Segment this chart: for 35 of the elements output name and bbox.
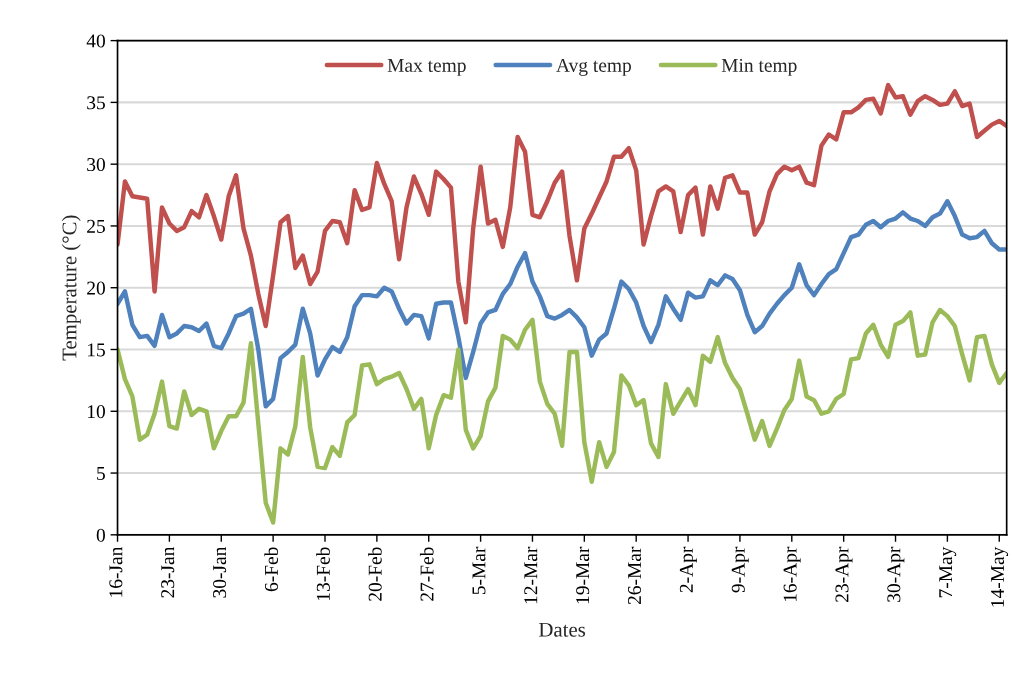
- x-tick-label: 5-Mar: [472, 546, 486, 595]
- line-series: [117, 82, 1007, 329]
- x-tick-label: 30-Apr: [887, 546, 905, 602]
- x-tick-label: 23-Jan: [161, 546, 175, 598]
- y-tick-label: 30: [87, 157, 105, 172]
- x-tick-label: 12-Mar: [524, 546, 538, 604]
- y-tick-label: 20: [87, 281, 105, 295]
- x-axis-title: Dates: [538, 622, 586, 637]
- legend-label: Max temp: [387, 59, 466, 76]
- y-axis-title: Temperature (°C): [61, 215, 81, 361]
- x-tick-label: 20-Feb: [368, 547, 382, 601]
- y-tick-label: 25: [87, 219, 105, 233]
- legend-label: Min temp: [721, 58, 797, 76]
- y-tick-label: 10: [87, 405, 105, 419]
- x-tick-label: 2-Apr: [679, 546, 697, 593]
- y-tick-label: 40: [86, 34, 105, 48]
- x-tick-label: 6-Feb: [264, 547, 278, 592]
- x-tick-label: 27-Feb: [419, 547, 434, 601]
- x-tick-label: 23-Apr: [835, 546, 853, 602]
- x-tick-label: 19-Mar: [576, 546, 590, 604]
- legend-label: Avg temp: [556, 58, 631, 76]
- y-tick-label: 15: [87, 343, 105, 357]
- x-tick-label: 30-Jan: [213, 546, 227, 598]
- x-tick-label: 7-May: [939, 546, 957, 598]
- x-tick-label: 9-Apr: [731, 546, 749, 593]
- x-tick-label: 26-Mar: [627, 546, 642, 605]
- y-tick-label: 35: [87, 96, 105, 110]
- line-series: [117, 199, 1007, 409]
- line-series: [117, 307, 1007, 525]
- x-tick-label: 16-Jan: [109, 546, 123, 597]
- x-tick-label: 13-Feb: [316, 547, 330, 601]
- y-tick-label: 0: [96, 528, 105, 542]
- x-tick-label: 14-May: [991, 546, 1009, 607]
- x-tick-label: 16-Apr: [783, 546, 801, 602]
- y-tick-label: 5: [97, 467, 105, 480]
